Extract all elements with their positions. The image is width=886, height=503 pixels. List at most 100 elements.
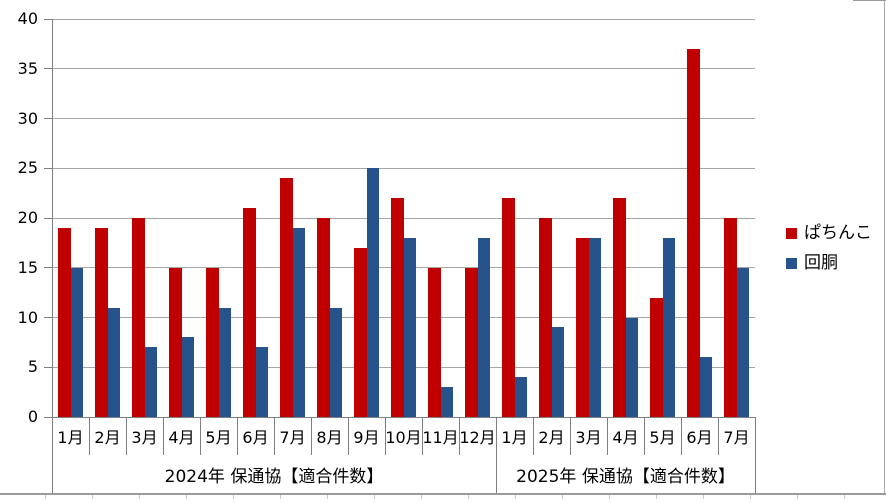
x-axis-label-2024-9月: 9月 bbox=[353, 428, 380, 447]
bar-kaido-2025-7月 bbox=[736, 267, 749, 417]
sheet-column-tick bbox=[750, 495, 751, 499]
x-axis-label-2025-7月: 7月 bbox=[723, 428, 750, 447]
sheet-column-tick bbox=[327, 495, 328, 499]
sheet-column-tick bbox=[562, 495, 563, 499]
x-axis-label-2025-4月: 4月 bbox=[612, 428, 639, 447]
legend-label-pachinko: ぱちんこ bbox=[804, 223, 872, 243]
y-axis-tick-30 bbox=[44, 118, 52, 119]
sheet-column-tick bbox=[186, 495, 187, 499]
legend-swatch-kaido-icon bbox=[786, 258, 797, 269]
x-axis-separator-18 bbox=[718, 417, 719, 455]
x-axis-label-2025-2月: 2月 bbox=[538, 428, 565, 447]
y-axis-label-20: 20 bbox=[17, 208, 38, 227]
bar-kaido-2024-8月 bbox=[329, 307, 342, 417]
sheet-column-tick bbox=[656, 495, 657, 499]
sheet-bottom-gridline bbox=[0, 493, 886, 495]
sheet-column-tick bbox=[92, 495, 93, 499]
sheet-right-gridline bbox=[884, 1, 885, 493]
bar-pachinko-2024-2月 bbox=[95, 227, 108, 417]
y-axis-label-5: 5 bbox=[27, 357, 38, 377]
x-axis-separator-15 bbox=[607, 417, 608, 455]
x-axis-separator-12 bbox=[496, 417, 497, 493]
x-axis-separator-4 bbox=[200, 417, 201, 455]
sheet-column-tick bbox=[468, 495, 469, 499]
x-axis-separator-8 bbox=[348, 417, 349, 455]
bar-pachinko-2024-9月 bbox=[354, 247, 367, 417]
x-axis-separator-6 bbox=[274, 417, 275, 455]
axis-group-label-2025: 2025年 保通協【適合件数】 bbox=[516, 466, 735, 487]
bar-pachinko-2025-1月 bbox=[502, 198, 515, 417]
y-axis-tick-25 bbox=[44, 167, 52, 169]
sheet-column-tick bbox=[515, 495, 516, 499]
sheet-column-tick bbox=[421, 495, 422, 499]
y-axis-label-25: 25 bbox=[17, 158, 38, 178]
x-axis-line bbox=[52, 417, 755, 418]
x-axis-label-2024-7月: 7月 bbox=[279, 428, 306, 447]
bar-pachinko-2025-6月 bbox=[687, 48, 700, 417]
x-axis-label-2025-1月: 1月 bbox=[501, 428, 528, 447]
x-axis-separator-5 bbox=[237, 417, 238, 455]
bar-kaido-2025-6月 bbox=[699, 357, 712, 417]
x-axis-label-2024-5月: 5月 bbox=[205, 428, 232, 447]
x-axis-label-2024-1月: 1月 bbox=[57, 428, 84, 447]
bar-kaido-2024-9月 bbox=[366, 168, 379, 417]
sheet-column-tick bbox=[139, 495, 140, 499]
y-axis-label-10: 10 bbox=[17, 307, 38, 327]
x-axis-separator-14 bbox=[570, 417, 571, 455]
x-axis-separator-3 bbox=[163, 417, 164, 455]
x-axis-label-2024-12月: 12月 bbox=[459, 428, 496, 447]
bar-pachinko-2024-11月 bbox=[428, 267, 441, 417]
x-axis-label-2025-5月: 5月 bbox=[649, 428, 676, 447]
bar-pachinko-2024-10月 bbox=[391, 198, 404, 417]
bar-kaido-2025-4月 bbox=[625, 317, 638, 417]
x-axis-separator-1 bbox=[89, 417, 90, 455]
y-axis-tick-0 bbox=[44, 416, 52, 418]
gridline-40 bbox=[52, 18, 755, 20]
x-axis-separator-2 bbox=[126, 417, 127, 455]
bar-kaido-2024-7月 bbox=[292, 227, 305, 417]
sheet-column-tick bbox=[797, 495, 798, 499]
axis-group-label-2024: 2024年 保通協【適合件数】 bbox=[164, 466, 384, 487]
bar-kaido-2025-1月 bbox=[514, 377, 527, 417]
x-axis-separator-9 bbox=[385, 417, 386, 455]
sheet-column-tick bbox=[45, 495, 46, 499]
x-axis-label-2025-6月: 6月 bbox=[686, 428, 713, 447]
y-axis-label-15: 15 bbox=[17, 257, 38, 277]
y-axis-label-30: 30 bbox=[17, 108, 38, 128]
bar-kaido-2024-12月 bbox=[477, 237, 490, 417]
bar-kaido-2025-3月 bbox=[588, 237, 601, 417]
gridline-25 bbox=[52, 167, 755, 169]
legend-item-kaido: 回胴 bbox=[786, 255, 838, 272]
bar-kaido-2024-11月 bbox=[440, 387, 453, 417]
sheet-column-tick bbox=[703, 495, 704, 499]
x-axis-label-2024-2月: 2月 bbox=[94, 428, 121, 447]
bar-pachinko-2025-3月 bbox=[576, 237, 589, 417]
y-axis-tick-15 bbox=[44, 267, 52, 269]
y-axis-tick-20 bbox=[44, 217, 52, 219]
bar-kaido-2025-2月 bbox=[551, 327, 564, 417]
bar-kaido-2025-5月 bbox=[662, 237, 675, 417]
legend-swatch-pachinko-icon bbox=[786, 228, 797, 239]
bar-kaido-2024-5月 bbox=[218, 307, 231, 417]
x-axis-label-2024-4月: 4月 bbox=[168, 428, 195, 447]
sheet-column-tick bbox=[374, 495, 375, 499]
x-axis-label-2024-11月: 11月 bbox=[422, 428, 459, 447]
y-axis-tick-40 bbox=[44, 18, 52, 20]
bar-kaido-2024-3月 bbox=[144, 347, 157, 417]
x-axis-separator-10 bbox=[422, 417, 423, 455]
bar-pachinko-2025-5月 bbox=[650, 297, 663, 417]
legend-item-pachinko: ぱちんこ bbox=[786, 225, 872, 242]
legend-label-kaido: 回胴 bbox=[804, 253, 838, 273]
bar-kaido-2024-6月 bbox=[255, 347, 268, 417]
bar-pachinko-2024-3月 bbox=[132, 218, 145, 417]
x-axis-separator-17 bbox=[681, 417, 682, 455]
y-axis-tick-35 bbox=[44, 68, 52, 70]
bar-pachinko-2024-1月 bbox=[58, 227, 71, 417]
bar-kaido-2024-1月 bbox=[70, 267, 83, 417]
sheet-column-tick bbox=[609, 495, 610, 499]
bar-pachinko-2025-2月 bbox=[539, 218, 552, 417]
y-axis-label-0: 0 bbox=[27, 407, 38, 426]
bar-pachinko-2024-4月 bbox=[169, 267, 182, 417]
x-axis-label-2024-8月: 8月 bbox=[316, 428, 343, 447]
